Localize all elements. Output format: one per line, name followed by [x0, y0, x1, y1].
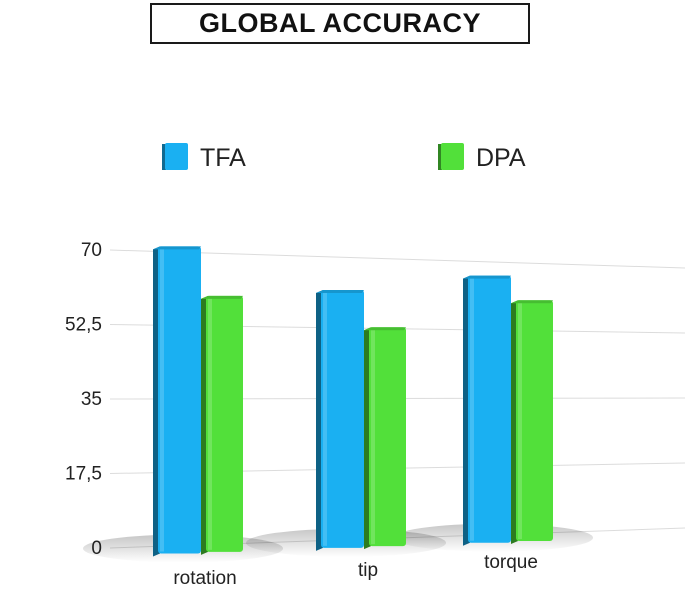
bar-front-face [321, 290, 364, 548]
bar-highlight [371, 328, 375, 545]
x-tick-label: tip [358, 560, 378, 581]
bar-front-face [206, 295, 243, 552]
dpa-bar-rotation [201, 295, 243, 555]
bar-highlight [518, 301, 522, 540]
legend-item-tfa: TFA [162, 143, 246, 172]
gridline [109, 249, 685, 269]
bar-top-cap [364, 327, 406, 331]
bar-top-cap [316, 290, 364, 294]
bar-highlight [208, 296, 212, 550]
tfa-bar-torque [463, 275, 511, 546]
bar-highlight [323, 291, 327, 546]
bar-front-face [158, 246, 201, 554]
bar-highlight [470, 276, 474, 541]
legend-item-dpa: DPA [438, 143, 526, 172]
bar-front-face [516, 300, 553, 542]
x-tick-label: torque [484, 552, 538, 573]
x-tick-label: rotation [173, 568, 236, 589]
bar-front-face [468, 275, 511, 543]
y-tick-label: 35 [81, 389, 102, 410]
dpa-bar-tip [364, 327, 406, 550]
legend-label: DPA [476, 144, 526, 172]
legend-label: TFA [200, 144, 246, 172]
tfa-bar-tip [316, 290, 364, 551]
y-tick-label: 0 [91, 538, 102, 559]
dpa-bar-torque [511, 300, 553, 545]
y-tick-label: 52,5 [65, 315, 102, 336]
bar-top-cap [463, 275, 511, 279]
y-tick-label: 17,5 [65, 464, 102, 485]
bar-top-cap [153, 246, 201, 250]
legend-swatch [165, 143, 188, 170]
bar-front-face [369, 327, 406, 547]
legend-swatch [441, 143, 464, 170]
y-tick-label: 70 [81, 240, 102, 261]
tfa-bar-rotation [153, 246, 201, 557]
bar-top-cap [511, 300, 553, 304]
chart-title: GLOBAL ACCURACY [150, 3, 530, 44]
bar-highlight [160, 247, 164, 552]
bar-top-cap [201, 295, 243, 299]
